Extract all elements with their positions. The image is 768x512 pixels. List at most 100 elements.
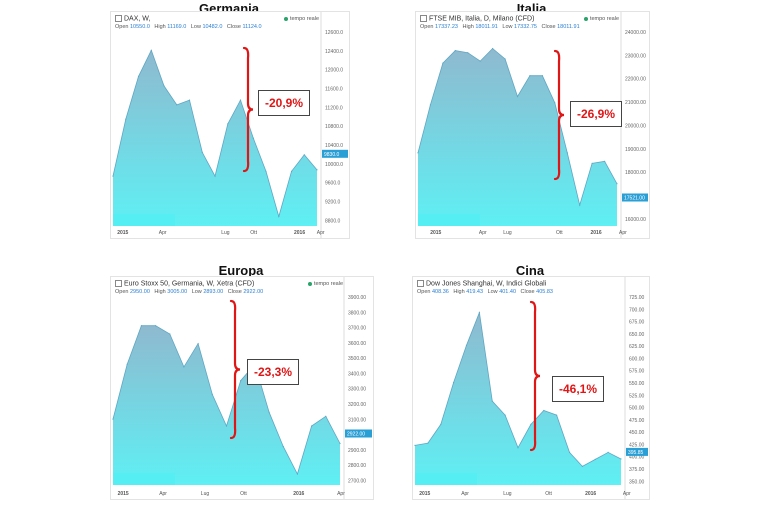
- y-tick-label: 3600.00: [348, 341, 366, 347]
- data-point: [607, 451, 609, 453]
- y-tick-label: 22000.00: [625, 77, 646, 83]
- y-axis-strip: [321, 12, 349, 238]
- ohlc-value: 18011.91: [475, 24, 498, 30]
- chart-cina: Dow Jones Shanghai, W, Indici Globali Op…: [412, 276, 650, 500]
- data-point: [268, 411, 270, 413]
- data-point: [125, 118, 127, 120]
- data-point: [516, 95, 519, 98]
- realtime-indicator: tempo reale: [283, 16, 319, 22]
- data-point: [325, 415, 327, 417]
- y-tick-label: 625.00: [629, 344, 645, 350]
- data-point: [197, 343, 199, 345]
- ohlc-readout: Open 2950.00 High 3005.00 Low 2893.00 Cl…: [115, 289, 266, 295]
- ohlc-value: 2950.00: [130, 289, 150, 295]
- y-tick-label: 9600.0: [325, 181, 341, 187]
- ohlc-value: 408.36: [432, 289, 449, 295]
- y-tick-label: 3400.00: [348, 371, 366, 377]
- last-price-badge: [622, 193, 648, 202]
- realtime-label: tempo reale: [289, 16, 319, 22]
- data-point: [529, 75, 531, 77]
- y-tick-label: 3800.00: [348, 310, 366, 316]
- data-point: [112, 175, 114, 177]
- data-point: [604, 160, 606, 162]
- y-tick-label: 3300.00: [348, 387, 366, 393]
- y-tick-label: 23000.00: [625, 53, 646, 59]
- chart-symbol-title: FTSE MIB, Italia, D, Milano (CFD): [429, 15, 535, 23]
- data-point: [453, 381, 455, 384]
- y-tick-label: 11200.0: [325, 105, 343, 111]
- y-tick-label: 675.00: [629, 320, 645, 326]
- last-price-label: 17521.00: [624, 196, 645, 202]
- symbol-icon: [115, 15, 122, 22]
- realtime-label: tempo reale: [589, 16, 619, 22]
- last-price-badge: [626, 447, 648, 456]
- data-point: [556, 414, 558, 416]
- ohlc-label: High: [154, 24, 166, 30]
- change-annotation-italia: -26,9%: [570, 101, 622, 127]
- data-point: [579, 204, 581, 206]
- ohlc-value: 419.43: [466, 289, 484, 295]
- data-point: [517, 447, 519, 449]
- x-tick-label: Lug: [503, 230, 512, 236]
- x-tick-label: 2016: [585, 491, 596, 497]
- realtime-dot-icon: [283, 16, 288, 21]
- chart-symbol-title: Euro Stoxx 50, Germania, W, Xetra (CFD): [124, 280, 255, 288]
- data-point: [163, 85, 165, 87]
- ohlc-value: 11169.0: [167, 24, 187, 30]
- y-tick-label: 475.00: [629, 418, 645, 424]
- data-point: [311, 425, 313, 427]
- data-point: [440, 423, 442, 425]
- data-point: [176, 104, 178, 106]
- y-tick-label: 18000.00: [625, 170, 646, 176]
- realtime-label: tempo reale: [313, 281, 343, 287]
- data-point: [454, 50, 456, 52]
- realtime-indicator: tempo reale: [307, 281, 343, 287]
- data-point: [568, 451, 571, 453]
- data-point: [155, 325, 157, 327]
- data-point: [414, 444, 416, 446]
- ohlc-label: Close: [226, 24, 241, 30]
- panel-title-europa: Europa: [218, 263, 264, 278]
- x-tick-label: Apr: [159, 230, 167, 236]
- watermark-logo-bar: [418, 214, 480, 226]
- x-tick-label: Ott: [545, 491, 552, 497]
- chart-europa: Euro Stoxx 50, Germania, W, Xetra (CFD) …: [110, 276, 374, 500]
- symbol-icon: [115, 280, 122, 287]
- x-tick-label: 2016: [294, 230, 305, 236]
- data-point: [478, 312, 480, 314]
- chart-header: DAX, W,: [115, 15, 150, 22]
- data-point: [290, 170, 293, 172]
- ohlc-label: Low: [191, 289, 202, 295]
- data-point: [211, 393, 213, 395]
- drawdown-brace: [242, 46, 254, 173]
- chart-header: Euro Stoxx 50, Germania, W, Xetra (CFD): [115, 280, 254, 287]
- data-point: [442, 62, 444, 64]
- x-tick-label: 2016: [293, 491, 304, 497]
- data-point: [239, 99, 242, 101]
- series-area: [113, 325, 340, 485]
- data-point: [339, 442, 341, 445]
- x-tick-label: Ott: [240, 491, 247, 497]
- data-point: [112, 418, 114, 420]
- y-tick-label: 725.00: [629, 295, 645, 301]
- ohlc-label: Open: [417, 289, 431, 295]
- y-axis-strip: [625, 277, 649, 499]
- x-tick-label: 2015: [419, 491, 430, 497]
- y-tick-label: 3700.00: [348, 326, 366, 332]
- x-tick-label: 2015: [430, 230, 441, 236]
- x-tick-label: Ott: [556, 230, 563, 236]
- change-annotation-germania: -20,9%: [258, 90, 310, 116]
- y-tick-label: 3200.00: [348, 402, 366, 408]
- x-tick-label: Apr: [479, 230, 487, 236]
- x-tick-label: Apr: [623, 491, 631, 497]
- y-tick-label: 8800.0: [325, 218, 341, 224]
- y-tick-label: 2900.00: [348, 448, 366, 454]
- y-tick-label: 11600.0: [325, 87, 343, 93]
- data-point: [620, 458, 622, 460]
- y-tick-label: 10000.0: [325, 162, 343, 168]
- data-point: [303, 154, 305, 156]
- x-tick-label: Lug: [503, 491, 512, 497]
- ohlc-readout: Open 10550.0 High 11169.0 Low 10482.0 Cl…: [115, 24, 265, 30]
- watermark-logo-bar: [415, 473, 477, 485]
- drawdown-brace: [553, 49, 565, 181]
